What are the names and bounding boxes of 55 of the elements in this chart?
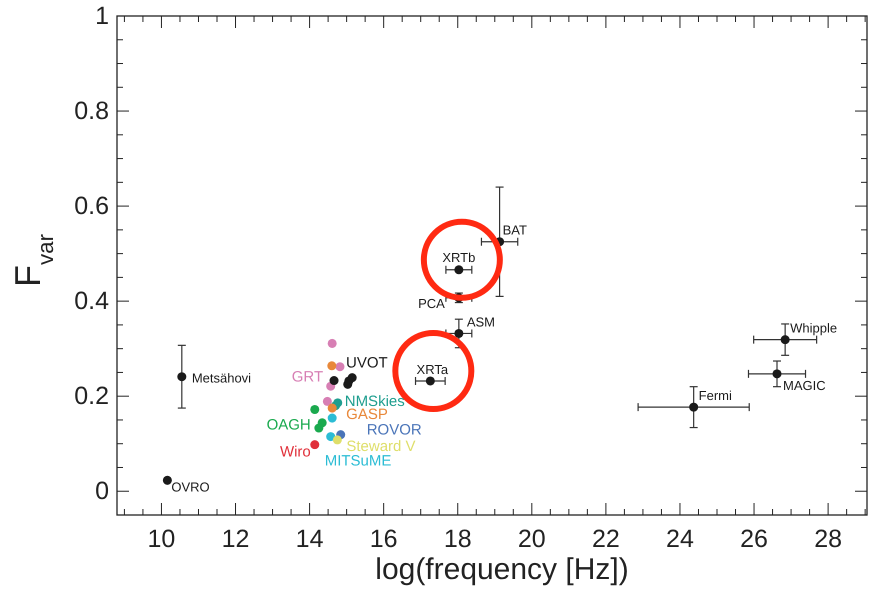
point	[332, 435, 342, 444]
x-tick-label: 18	[444, 525, 472, 553]
point	[327, 361, 336, 370]
legend-label: Whipple	[790, 320, 838, 336]
series-label: UVOT	[346, 354, 388, 372]
point	[314, 424, 324, 433]
point	[454, 328, 464, 338]
series-label: MITSuME	[324, 452, 392, 470]
point	[348, 373, 357, 382]
series-label: GRT	[292, 368, 324, 385]
x-tick-label: 26	[740, 525, 768, 553]
point	[328, 338, 337, 348]
x-tick-label: 14	[296, 525, 324, 553]
series-label: BAT	[502, 222, 527, 238]
y-tick-label: 0	[95, 477, 109, 506]
x-tick-label: 24	[666, 525, 694, 553]
point	[330, 376, 339, 386]
point	[328, 414, 337, 423]
point	[328, 404, 337, 413]
series-label: Fermi	[698, 388, 732, 403]
series-label: OVRO	[171, 478, 210, 494]
series-label: ASM	[466, 314, 496, 329]
x-axis-title: log(frequency [Hz])	[375, 553, 629, 586]
point	[177, 372, 186, 382]
point	[310, 440, 320, 450]
x-tick-label: 10	[148, 525, 176, 553]
y-tick-label: 0.8	[74, 97, 109, 126]
series-label: Steward V	[346, 437, 416, 454]
point	[326, 432, 336, 442]
point	[689, 402, 698, 412]
point	[322, 396, 332, 406]
point	[454, 265, 464, 274]
y-tick-label: 0.6	[74, 192, 109, 220]
x-tick-label: 20	[518, 525, 546, 553]
x-tick-label: 28	[814, 525, 842, 553]
series-label: OAGH	[266, 416, 311, 433]
point	[426, 376, 435, 386]
point	[335, 362, 344, 372]
series-label: Metsähovi	[192, 370, 252, 386]
series-label: XRTa	[416, 361, 449, 376]
point	[310, 404, 320, 414]
x-tick-label: 16	[370, 525, 398, 553]
point	[772, 369, 782, 378]
y-tick-label: 0.4	[74, 287, 110, 316]
y-tick-label: 0.2	[74, 382, 109, 410]
x-tick-label: 22	[592, 525, 620, 553]
y-tick-label: 1	[95, 2, 109, 30]
point	[780, 335, 790, 344]
series-label: MAGIC	[783, 377, 826, 392]
series-label: XRTb	[442, 249, 476, 264]
series-label: Wiro	[280, 443, 311, 460]
point	[162, 476, 172, 485]
series-label: ROVOR	[366, 421, 422, 438]
x-tick-label: 12	[222, 525, 250, 553]
series-label: PCA	[418, 295, 446, 310]
